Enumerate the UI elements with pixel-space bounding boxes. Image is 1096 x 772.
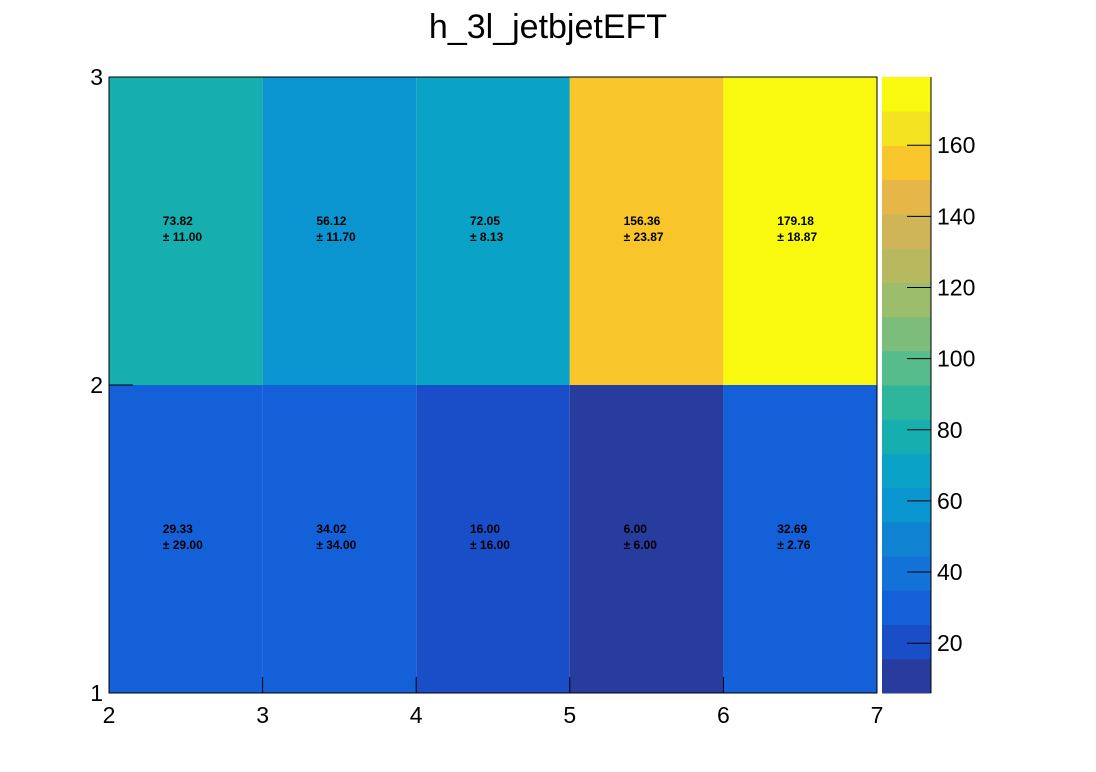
colorbar-band [882, 487, 931, 523]
colorbar-band [882, 179, 931, 215]
cell-error-label: ± 18.87 [777, 230, 817, 244]
cell-error-label: ± 16.00 [470, 538, 510, 552]
heatmap-cells [109, 77, 877, 693]
cell-error-label: ± 6.00 [624, 538, 658, 552]
chart-title: h_3l_jetbjetEFT [428, 8, 668, 46]
x-tick-label: 7 [871, 702, 884, 728]
heatmap-cell [109, 77, 263, 385]
cell-error-label: ± 23.87 [624, 230, 664, 244]
x-tick-label: 2 [103, 702, 116, 728]
colorbar: 20 40 60 80 100 120 140 160 [882, 77, 975, 694]
colorbar-tick-label: 160 [937, 132, 975, 158]
cell-error-label: ± 11.00 [163, 230, 203, 244]
cell-value-label: 56.12 [316, 214, 346, 228]
colorbar-band [882, 419, 931, 454]
cell-value-label: 156.36 [624, 214, 661, 228]
x-tick-label: 5 [563, 702, 576, 728]
colorbar-band [882, 316, 931, 352]
x-tick-label: 3 [256, 702, 269, 728]
colorbar-band [882, 624, 931, 660]
cell-labels: 29.33 ± 29.00 34.02 ± 34.00 16.00 ± 16.00 6.00… [163, 214, 818, 552]
colorbar-band [882, 658, 931, 694]
colorbar-band [882, 282, 931, 318]
heatmap-cell [262, 385, 417, 693]
y-tick-label: 3 [90, 64, 103, 90]
y-tick-label: 2 [90, 372, 103, 398]
x-tick-label: 4 [410, 702, 423, 728]
cell-value-label: 73.82 [163, 214, 193, 228]
colorbar-band [882, 556, 931, 591]
colorbar-tick-label: 20 [937, 630, 963, 656]
cell-value-label: 32.69 [777, 522, 807, 536]
colorbar-band [882, 77, 931, 112]
heatmap-cell [416, 385, 570, 693]
colorbar-band [882, 145, 931, 181]
colorbar-band [882, 350, 931, 386]
cell-error-label: ± 8.13 [470, 230, 504, 244]
cell-value-label: 29.33 [163, 522, 193, 536]
cell-value-label: 179.18 [777, 214, 814, 228]
x-tick-label: 6 [717, 702, 730, 728]
colorbar-band [882, 213, 931, 249]
heatmap-cell [723, 385, 877, 693]
colorbar-band [882, 111, 931, 146]
colorbar-tick-label: 60 [937, 488, 963, 514]
y-tick-label: 1 [90, 680, 103, 706]
cell-error-label: ± 34.00 [316, 538, 356, 552]
heatmap-cell [416, 77, 570, 385]
colorbar-tick-label: 140 [937, 203, 975, 229]
cell-error-label: ± 29.00 [163, 538, 203, 552]
cell-error-label: ± 11.70 [316, 230, 356, 244]
cell-value-label: 34.02 [316, 522, 346, 536]
colorbar-tick-label: 100 [937, 346, 975, 372]
cell-value-label: 72.05 [470, 214, 500, 228]
cell-error-label: ± 2.76 [777, 538, 811, 552]
colorbar-band [882, 590, 931, 626]
heatmap-cell [723, 77, 877, 385]
colorbar-band [882, 453, 931, 489]
heatmap-cell [109, 385, 263, 693]
heatmap-cell [569, 77, 724, 385]
cell-value-label: 16.00 [470, 522, 500, 536]
colorbar-tick-label: 40 [937, 559, 963, 585]
heatmap-cell [569, 385, 724, 693]
colorbar-band [882, 521, 931, 557]
heatmap-cell [262, 77, 417, 385]
colorbar-tick-label: 80 [937, 417, 963, 443]
cell-value-label: 6.00 [624, 522, 648, 536]
colorbar-band [882, 248, 931, 283]
colorbar-band [882, 385, 931, 420]
colorbar-tick-label: 120 [937, 275, 975, 301]
